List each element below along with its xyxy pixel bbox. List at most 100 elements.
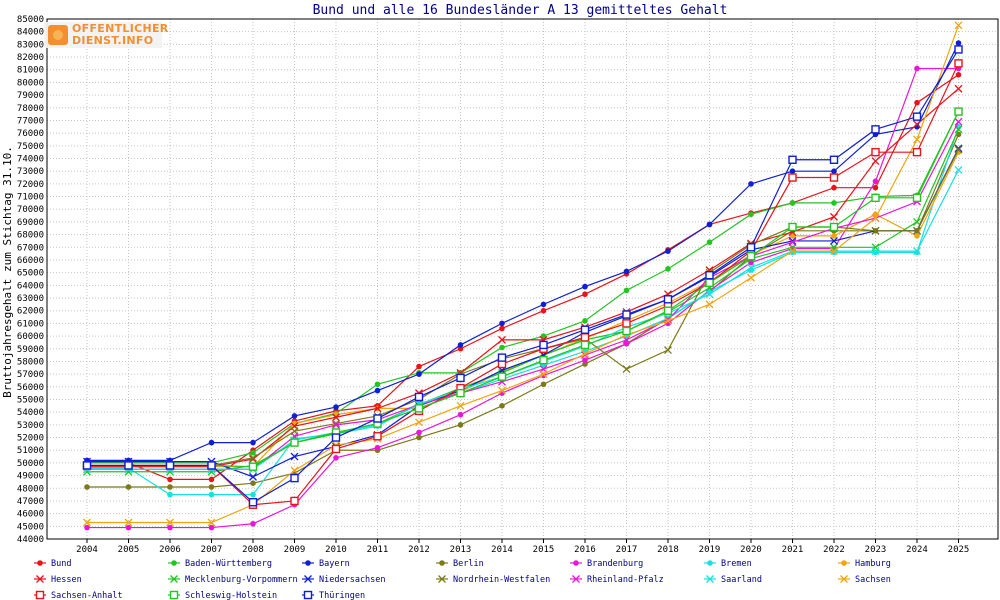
series-line [87, 111, 960, 468]
data-point [622, 319, 631, 328]
x-tick-label: 2025 [948, 545, 970, 555]
y-tick-label: 54000 [17, 408, 44, 418]
data-point [540, 307, 547, 314]
data-point [457, 411, 464, 418]
data-point [290, 438, 299, 447]
legend-label: Baden-Württemberg [185, 559, 272, 569]
legend-label: Thüringen [319, 591, 365, 600]
legend-label: Saarland [721, 575, 762, 585]
data-point [582, 283, 588, 290]
data-point [331, 444, 341, 454]
data-point [580, 325, 590, 334]
site-logo: OFFENTLICHER DIENST.INFO [44, 22, 168, 48]
data-point [416, 429, 422, 436]
data-point [912, 147, 922, 157]
data-point [208, 439, 215, 446]
legend-marker [438, 575, 446, 583]
y-tick-label: 64000 [17, 281, 44, 291]
series-16 [82, 45, 963, 507]
data-point [497, 372, 507, 381]
data-point [497, 353, 507, 362]
y-tick-label: 79000 [17, 91, 44, 101]
data-point [332, 413, 340, 422]
chart-grid [47, 18, 998, 540]
series-line [87, 126, 960, 496]
chart-axes: 44000 45000 46000 47000 48000 49000 50000 51000… [17, 15, 999, 555]
data-point [167, 524, 173, 531]
legend-item: Berlin [436, 559, 484, 569]
legend-marker [572, 575, 580, 583]
legend-label: Hamburg [855, 559, 891, 569]
data-point [830, 236, 838, 245]
data-point [954, 145, 963, 154]
legend-marker [707, 560, 713, 566]
data-point [788, 222, 797, 232]
data-point [829, 222, 839, 232]
y-tick-label: 85000 [17, 15, 44, 25]
data-point [830, 212, 838, 221]
data-point [540, 301, 547, 308]
data-point [373, 414, 382, 423]
data-point [539, 355, 548, 365]
y-tick-label: 50000 [17, 459, 44, 469]
data-point [831, 184, 837, 191]
legend-item: Hamburg [838, 559, 891, 569]
data-point [747, 263, 755, 272]
legend-label: Mecklenburg-Vorpommern [185, 575, 298, 585]
series-layer [82, 21, 963, 531]
data-point [871, 247, 880, 256]
series-14 [82, 59, 963, 509]
data-point [165, 461, 175, 470]
data-point [456, 373, 465, 383]
data-point [166, 518, 174, 527]
legend-marker [169, 590, 179, 600]
data-point [290, 466, 299, 475]
y-tick-label: 60000 [17, 332, 44, 342]
series-line [87, 151, 960, 468]
data-point [374, 444, 381, 451]
data-point [167, 484, 173, 490]
legend-marker [37, 560, 43, 566]
y-tick-label: 46000 [17, 510, 44, 520]
legend-item: Schleswig-Holstein [168, 590, 277, 600]
y-tick-label: 76000 [17, 129, 44, 139]
data-point [954, 84, 963, 93]
y-tick-label: 73000 [17, 167, 44, 177]
data-point [954, 107, 963, 116]
data-point [208, 476, 215, 483]
legend-item: Hessen [34, 575, 82, 585]
legend-item: Brandenburg [570, 559, 643, 569]
data-point [913, 135, 921, 144]
data-point [250, 480, 256, 486]
data-point [831, 168, 837, 174]
y-tick-label: 55000 [17, 395, 44, 405]
data-point [871, 214, 880, 223]
y-tick-label: 70000 [17, 205, 44, 215]
data-point [622, 365, 631, 374]
x-tick-label: 2018 [657, 545, 679, 555]
data-point [250, 449, 256, 456]
series-line [87, 148, 960, 478]
series-line [87, 74, 959, 480]
x-tick-label: 2010 [325, 545, 347, 555]
data-point [954, 59, 963, 68]
data-point [415, 418, 423, 427]
data-point [746, 251, 756, 261]
data-point [249, 472, 257, 481]
legend-item: Bremen [704, 559, 752, 569]
y-tick-label: 51000 [17, 446, 44, 456]
data-point [665, 266, 671, 272]
data-point [540, 381, 547, 388]
data-point [248, 498, 258, 507]
data-point [208, 484, 215, 490]
x-tick-label: 2012 [408, 545, 430, 555]
legend-item: Nordrhein-Westfalen [436, 575, 550, 585]
data-point [706, 239, 713, 246]
data-point [498, 335, 506, 344]
data-point [208, 491, 215, 498]
data-point [664, 316, 672, 325]
data-point [84, 524, 90, 531]
data-point [457, 342, 464, 348]
series-line [87, 63, 960, 506]
y-tick-label: 72000 [17, 180, 44, 190]
